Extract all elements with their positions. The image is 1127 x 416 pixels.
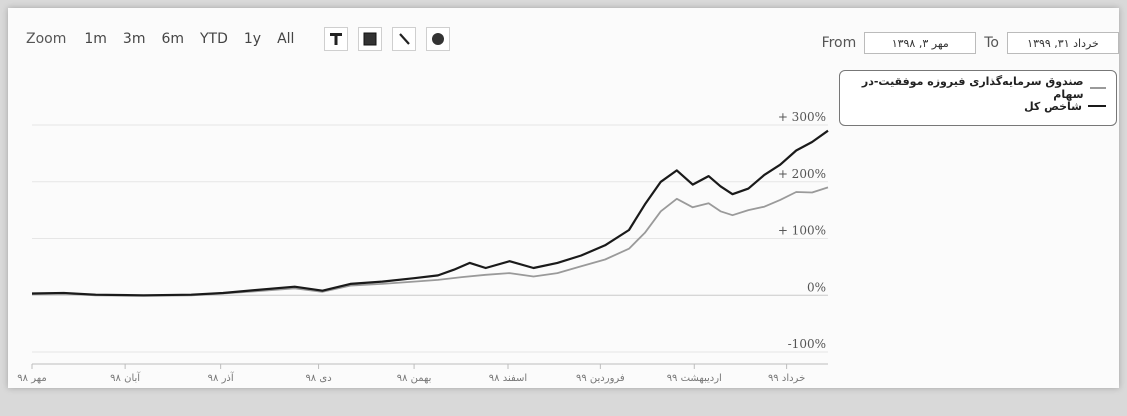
legend-swatch-index (1088, 105, 1106, 107)
legend-item-index[interactable]: شاخص کل (850, 97, 1106, 115)
circle-tool-icon[interactable] (426, 27, 451, 51)
series-line-fund (31, 186, 829, 297)
x-tick-label-6: فروردین ۹۹ (576, 373, 625, 384)
legend-item-fund[interactable]: صندوق سرمایه‌گذاری فیروزه موفقیت-در سهام (850, 75, 1106, 101)
zoom-1y-button[interactable]: 1y (236, 31, 269, 47)
y-tick-label-0: + 300% (778, 110, 826, 124)
x-tick-label-5: اسفند ۹۸ (489, 373, 527, 384)
chart-legend: صندوق سرمایه‌گذاری فیروزه موفقیت-در سهام… (839, 70, 1117, 126)
legend-label-fund: صندوق سرمایه‌گذاری فیروزه موفقیت-در سهام (861, 75, 1084, 101)
x-tick-label-3: دی ۹۸ (305, 373, 331, 384)
from-label: From (821, 35, 857, 51)
y-tick-label-1: + 200% (778, 167, 826, 181)
to-date-input[interactable] (1007, 32, 1119, 54)
from-date-input[interactable] (864, 32, 977, 54)
x-tick-label-1: آبان ۹۸ (110, 371, 141, 384)
x-tick-label-8: خرداد ۹۹ (768, 373, 805, 384)
zoom-6m-button[interactable]: 6m (153, 31, 192, 47)
legend-swatch-fund (1089, 87, 1106, 89)
x-tick-label-7: اردیبهشت ۹۹ (667, 373, 722, 384)
y-tick-label-3: 0% (807, 280, 826, 294)
y-tick-label-4: -100% (788, 337, 826, 351)
x-tick-label-4: بهمن ۹۸ (397, 373, 432, 384)
text-tool-icon[interactable] (324, 27, 349, 51)
x-tick-label-2: آذر ۹۸ (208, 371, 235, 384)
to-label: To (984, 35, 999, 51)
zoom-label: Zoom (26, 31, 67, 47)
y-tick-label-2: + 100% (778, 224, 826, 238)
legend-label-index: شاخص کل (1024, 99, 1082, 113)
date-range-selector: From To (822, 32, 1119, 54)
zoom-all-button[interactable]: All (269, 31, 302, 47)
x-tick-label-0: مهر ۹۸ (17, 373, 46, 384)
line-tool-icon[interactable] (392, 27, 417, 51)
chart-toolbar: Zoom 1m 3m 6m YTD 1y All (26, 26, 451, 52)
zoom-1m-button[interactable]: 1m (76, 31, 115, 47)
zoom-3m-button[interactable]: 3m (115, 31, 154, 47)
zoom-ytd-button[interactable]: YTD (192, 31, 236, 47)
square-tool-icon[interactable] (358, 27, 383, 51)
series-line-index (31, 129, 829, 297)
